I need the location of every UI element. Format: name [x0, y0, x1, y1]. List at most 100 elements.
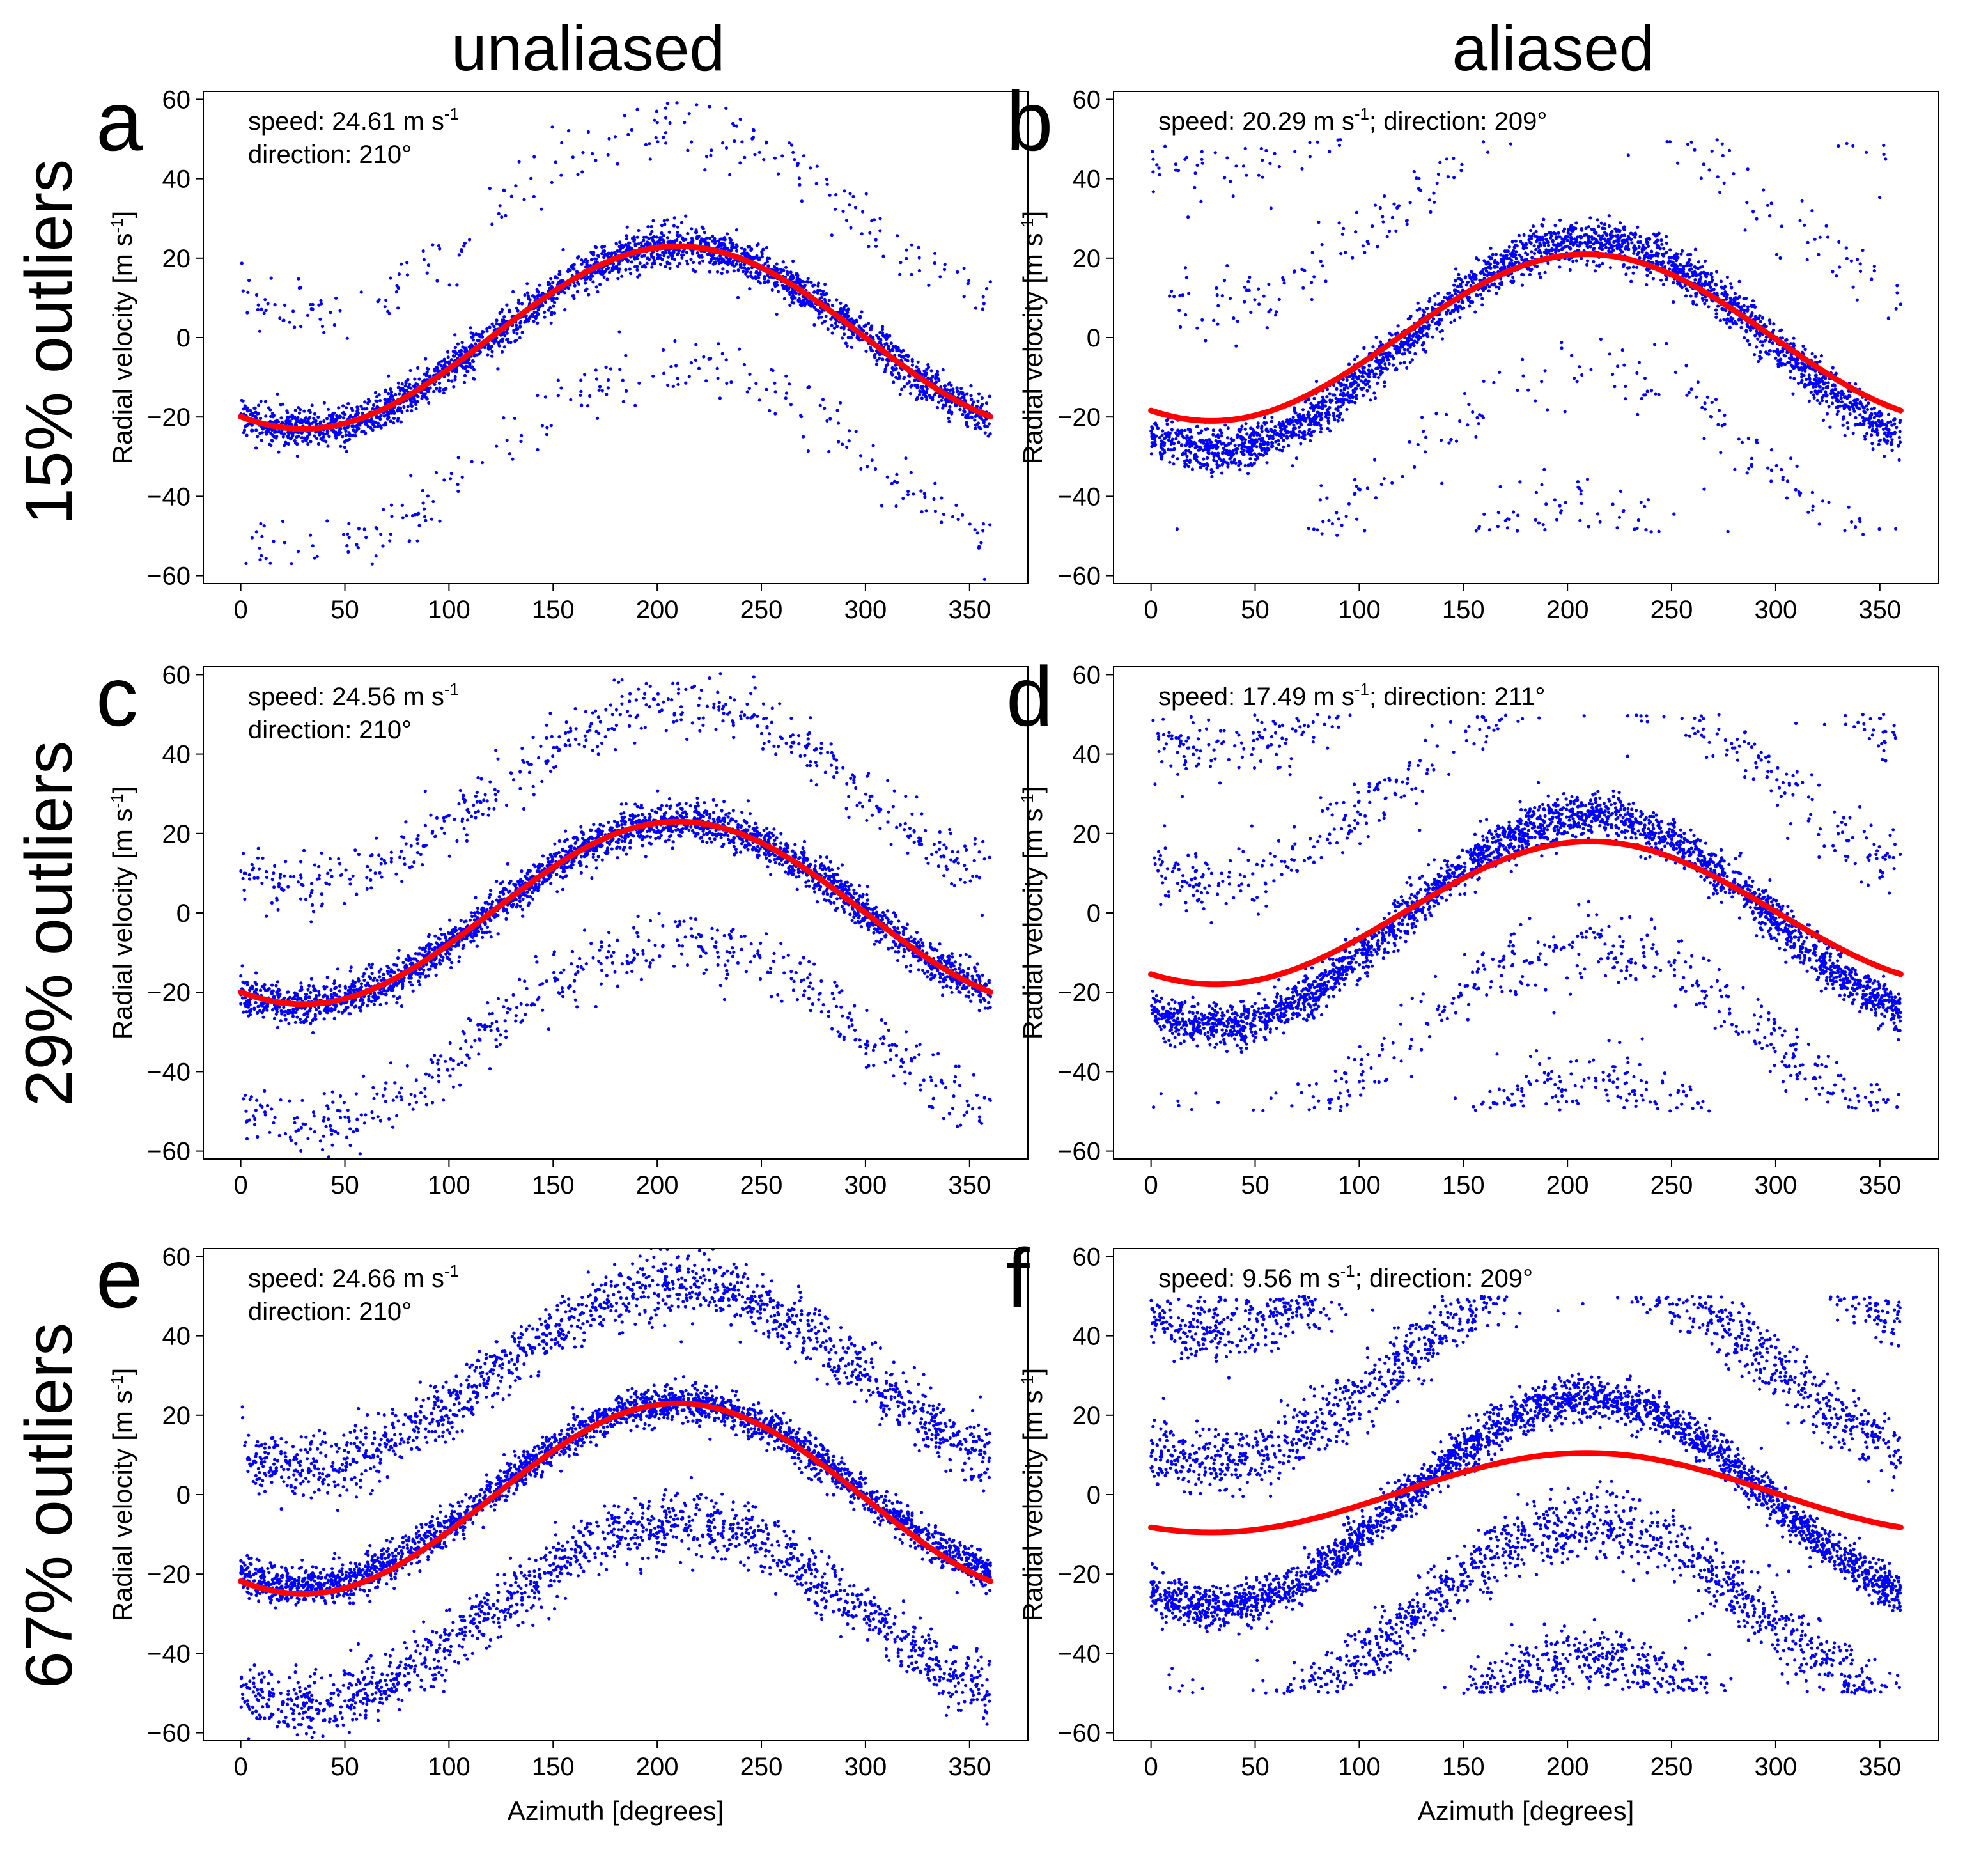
data-point	[1854, 422, 1858, 426]
data-point	[1689, 294, 1693, 298]
data-point	[1648, 237, 1652, 241]
data-point	[788, 303, 792, 307]
data-point	[1791, 392, 1795, 396]
data-point	[535, 288, 539, 292]
data-point	[1841, 423, 1845, 427]
data-point	[518, 321, 522, 325]
data-point	[1834, 396, 1838, 400]
data-point	[344, 433, 348, 437]
data-point	[661, 251, 665, 254]
data-point	[1553, 224, 1557, 228]
data-point	[906, 490, 910, 494]
data-point	[981, 522, 986, 526]
data-point	[481, 329, 485, 334]
data-point	[1755, 345, 1759, 349]
data-point	[976, 399, 980, 403]
data-point	[363, 400, 367, 404]
data-point	[674, 364, 678, 368]
data-point	[377, 421, 380, 425]
data-point	[512, 329, 516, 332]
data-point	[843, 332, 846, 336]
data-point	[293, 439, 297, 442]
data-point	[908, 392, 912, 396]
data-point	[605, 277, 609, 281]
data-point	[502, 315, 506, 319]
data-point	[685, 251, 688, 254]
data-point	[295, 435, 299, 439]
data-point	[270, 439, 274, 442]
data-point	[809, 281, 813, 284]
data-point	[798, 302, 802, 306]
data-point	[773, 412, 777, 416]
data-point	[1720, 286, 1724, 290]
data-point	[1565, 238, 1569, 242]
data-point	[455, 283, 459, 287]
data-point	[717, 245, 721, 249]
data-point	[501, 350, 504, 354]
data-point	[286, 410, 290, 414]
data-point	[871, 444, 875, 447]
data-point	[744, 272, 748, 276]
data-point	[724, 247, 727, 251]
data-point	[784, 391, 788, 395]
data-point	[514, 184, 518, 188]
data-point	[977, 392, 981, 396]
data-point	[297, 286, 301, 290]
data-point	[883, 336, 887, 339]
data-point	[841, 209, 845, 214]
data-point	[655, 235, 658, 239]
data-point	[824, 315, 828, 318]
data-point	[1521, 246, 1525, 250]
data-point	[310, 421, 314, 425]
data-point	[460, 248, 463, 252]
data-point	[1546, 244, 1551, 247]
data-point	[1881, 427, 1885, 432]
data-point	[400, 382, 404, 386]
data-point	[671, 240, 675, 244]
data-point	[1243, 438, 1247, 442]
data-point	[502, 320, 506, 324]
data-point	[704, 155, 709, 159]
data-point	[862, 324, 866, 328]
data-point	[1872, 406, 1876, 410]
data-point	[346, 550, 350, 554]
data-point	[897, 371, 901, 375]
data-point	[713, 242, 717, 245]
row-title-29: 29% outliers	[12, 741, 86, 1107]
data-point	[247, 279, 251, 283]
data-point	[532, 295, 536, 299]
data-point	[943, 384, 947, 388]
data-point	[609, 367, 613, 371]
data-point	[973, 528, 977, 532]
data-point	[780, 154, 784, 158]
panel-letter-a: a	[96, 74, 143, 168]
data-point	[1264, 421, 1268, 425]
data-point	[859, 327, 863, 331]
data-point	[960, 391, 965, 395]
data-point	[1442, 295, 1447, 299]
data-point	[1840, 389, 1844, 393]
data-point	[525, 291, 529, 295]
data-point	[635, 265, 639, 268]
data-point	[320, 431, 323, 435]
data-point	[364, 422, 368, 426]
data-point	[740, 246, 744, 250]
data-point	[851, 194, 855, 198]
data-point	[815, 164, 819, 168]
data-point	[745, 390, 749, 394]
data-point	[320, 325, 325, 329]
data-point	[426, 389, 430, 394]
data-point	[844, 341, 848, 345]
data-point	[1668, 260, 1672, 264]
data-point	[1632, 251, 1636, 255]
data-point	[543, 315, 547, 319]
data-point	[722, 258, 726, 262]
data-point	[694, 358, 698, 362]
data-point	[903, 375, 906, 379]
data-point	[790, 143, 794, 147]
data-point	[1396, 324, 1400, 328]
data-point	[241, 289, 245, 293]
data-point	[250, 536, 254, 540]
data-point	[940, 496, 944, 500]
data-point	[545, 433, 549, 437]
